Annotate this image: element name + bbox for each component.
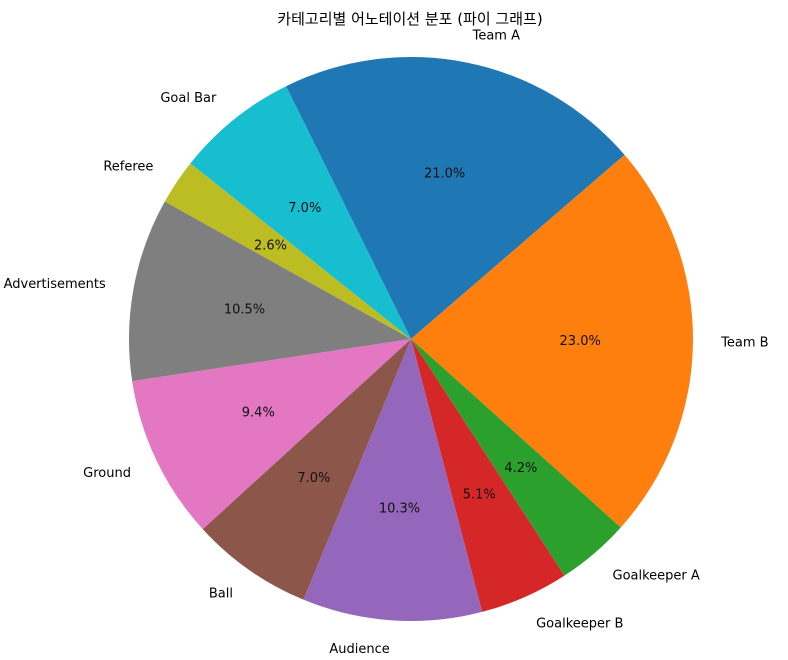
slice-label: Referee	[103, 160, 153, 175]
percent-label: 10.3%	[379, 501, 420, 516]
percent-label: 21.0%	[424, 167, 465, 182]
slice-label: Goalkeeper B	[536, 616, 623, 631]
pie-slice-ground	[132, 339, 411, 530]
percent-labels: 21.0% 23.0% 4.2% 5.1% 10.3% 7.0% 9.4% 10.5% 2.6%…	[224, 167, 601, 517]
slice-label: Ground	[83, 466, 131, 481]
slice-label: Goal Bar	[160, 91, 217, 106]
slice-label: Team B	[720, 336, 768, 351]
percent-label: 9.4%	[242, 405, 275, 420]
slice-label: Goalkeeper A	[613, 568, 700, 583]
pie-slice-audience	[303, 339, 483, 621]
pie-slice-goalkeeper-a	[411, 339, 621, 576]
percent-label: 7.0%	[288, 201, 321, 216]
slice-label: Audience	[329, 642, 389, 657]
pie-slice-referee	[164, 163, 411, 339]
slice-label: Ball	[209, 587, 233, 602]
pie-slice-goal-bar	[190, 86, 411, 339]
slice-label: Team A	[472, 29, 520, 44]
percent-label: 4.2%	[504, 461, 537, 476]
pie-slice-team-b	[411, 154, 693, 528]
slice-label: Advertisements	[4, 277, 106, 292]
pie-slices	[128, 56, 693, 621]
percent-label: 2.6%	[254, 238, 287, 253]
percent-label: 10.5%	[224, 302, 265, 317]
percent-label: 23.0%	[560, 334, 601, 349]
pie-slice-advertisements	[128, 201, 412, 382]
pie-slice-team-a	[286, 56, 625, 339]
percent-label: 5.1%	[463, 487, 496, 502]
pie-slice-ball	[202, 339, 411, 600]
pie-slice-goalkeeper-b	[411, 339, 565, 612]
percent-label: 7.0%	[297, 471, 330, 486]
chart-title: 카테고리별 어노테이션 분포 (파이 그래프)	[277, 10, 542, 28]
slice-labels: Team A Team B Goalkeeper A Goalkeeper B Audi…	[4, 29, 769, 658]
